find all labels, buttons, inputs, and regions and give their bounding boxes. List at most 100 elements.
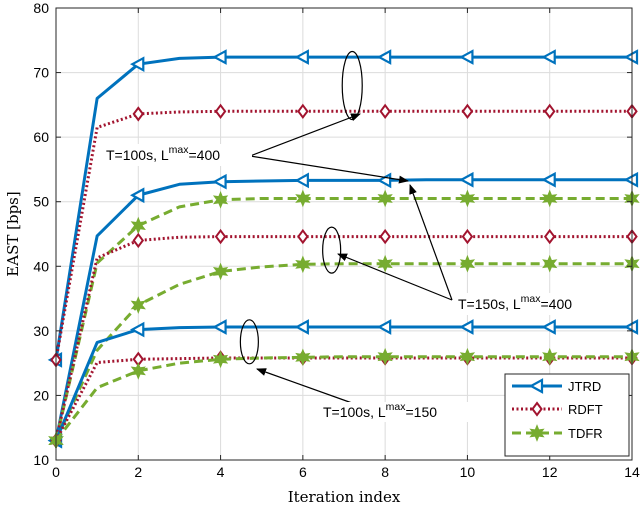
annotation-group-1: T=100s, Lmax=400 xyxy=(104,144,252,166)
group2-tdfr-4-marker xyxy=(212,262,229,281)
y-tick-label: 10 xyxy=(33,452,49,468)
plot-frame xyxy=(55,7,633,461)
legend-marker-rdft xyxy=(531,401,543,417)
group1-jtrd-1-marker xyxy=(376,49,392,65)
group2-tdfr-4-marker xyxy=(542,254,558,273)
legend: JTRD RDFT TDFR xyxy=(504,373,630,457)
group1-jtrd-1-marker xyxy=(459,49,474,65)
group3-tdfr-3-marker xyxy=(130,362,146,380)
annotation-2-text: T=150s, L xyxy=(458,296,521,312)
group2-tdfr-2-line xyxy=(54,196,632,441)
x-tick-label: 0 xyxy=(52,464,60,480)
group2-tdfr-2-marker xyxy=(295,189,311,208)
group3-jtrd-1-marker xyxy=(459,319,474,335)
x-tick-label: 10 xyxy=(460,464,476,480)
group3-tdfr-3-marker xyxy=(377,347,393,366)
x-tick-label: 14 xyxy=(624,464,640,480)
legend-label-rdft: RDFT xyxy=(568,402,603,417)
group3-tdfr-3-marker xyxy=(212,350,229,369)
group1-rdft-2-marker xyxy=(461,103,474,119)
annotation-arrow-3 xyxy=(337,253,453,301)
group2-rdft-3-marker xyxy=(214,228,227,245)
annotation-arrow-5 xyxy=(256,368,353,404)
group2-tdfr-4-line xyxy=(54,262,632,442)
group3-jtrd-1-marker xyxy=(376,319,392,335)
group2-rdft-3-marker xyxy=(461,228,474,245)
group1-jtrd-1-marker xyxy=(541,49,556,65)
group1-jtrd-1-marker xyxy=(212,49,227,65)
y-tick-label: 80 xyxy=(33,0,49,16)
group-ellipse-2 xyxy=(322,226,342,274)
group2-tdfr-2-marker xyxy=(459,189,476,208)
group1-rdft-2-marker xyxy=(379,103,391,119)
group2-tdfr-4-marker xyxy=(459,254,476,273)
annotation-group-2: T=150s, Lmax=400 xyxy=(456,293,606,315)
series-group-1 xyxy=(47,49,639,368)
group2-tdfr-2-marker xyxy=(377,189,393,208)
group3-jtrd-1-marker xyxy=(129,321,145,338)
annotation-arrow-2 xyxy=(249,155,409,184)
group3-tdfr-3-marker xyxy=(459,347,476,366)
legend-label-tdfr: TDFR xyxy=(568,426,603,441)
group2-jtrd-1-marker xyxy=(129,187,145,204)
group2-tdfr-4-marker xyxy=(377,254,393,273)
x-axis-label: Iteration index xyxy=(288,488,401,506)
x-tick-label: 6 xyxy=(299,464,307,480)
group1-jtrd-1-marker xyxy=(129,56,145,73)
group2-jtrd-1-line xyxy=(54,178,632,441)
series-layer xyxy=(47,49,640,450)
ticks: 0 2 4 6 8 10 12 14 10 20 30 40 50 60 70 80 xyxy=(33,0,640,480)
group1-rdft-2-marker xyxy=(297,103,309,119)
group2-rdft-3-marker xyxy=(543,228,556,245)
y-tick-label: 30 xyxy=(33,323,49,339)
group1-jtrd-1-marker xyxy=(294,49,309,65)
group2-jtrd-1-marker xyxy=(459,171,474,188)
group3-tdfr-3-marker xyxy=(542,347,558,366)
annotation-2-tail: =400 xyxy=(541,296,573,312)
svg-text:T=100s, Lmax=150: T=100s, Lmax=150 xyxy=(323,401,437,420)
y-tick-label: 60 xyxy=(33,129,49,145)
y-tick-label: 50 xyxy=(33,194,49,210)
group1-rdft-2-line xyxy=(54,109,632,361)
group3-jtrd-1-marker xyxy=(541,319,556,335)
group1-rdft-2-marker xyxy=(214,103,227,119)
group3-tdfr-3-marker xyxy=(295,348,311,367)
group3-jtrd-1-marker xyxy=(212,319,227,335)
group2-rdft-3-line xyxy=(54,235,632,441)
annotation-1-tail: =400 xyxy=(189,147,221,163)
annotation-1-text: T=100s, L xyxy=(106,147,169,163)
annotation-1-sup: max xyxy=(169,144,190,156)
annotation-arrow-4 xyxy=(409,184,453,301)
group2-rdft-3-marker xyxy=(379,228,391,245)
legend-marker-tdfr xyxy=(529,424,545,442)
legend-label-jtrd: JTRD xyxy=(568,379,601,394)
group2-tdfr-2-marker xyxy=(542,189,558,208)
y-tick-label: 20 xyxy=(33,387,49,403)
legend-samples xyxy=(512,378,562,442)
group1-rdft-2-marker xyxy=(543,103,556,119)
group1-rdft-2-marker xyxy=(132,106,145,122)
group3-jtrd-1-line xyxy=(54,325,632,442)
annotation-arrow-1 xyxy=(249,113,361,157)
annotation-2-sup: max xyxy=(521,293,542,305)
annotation-group-3: T=100s, Lmax=150 xyxy=(322,401,472,422)
x-tick-label: 2 xyxy=(134,464,142,480)
y-axis-label: EAST [bps] xyxy=(4,191,22,276)
annotation-3-tail: =150 xyxy=(406,404,438,420)
x-tick-label: 4 xyxy=(217,464,225,480)
group2-tdfr-4-marker xyxy=(130,296,146,314)
x-tick-label: 8 xyxy=(381,464,389,480)
y-tick-label: 70 xyxy=(33,65,49,81)
x-tick-label: 12 xyxy=(542,464,558,480)
group3-jtrd-1-marker xyxy=(294,319,309,335)
group2-tdfr-4-marker xyxy=(295,255,311,274)
group2-rdft-3-marker xyxy=(132,232,145,249)
annotation-3-text: T=100s, L xyxy=(323,404,386,420)
annotation-arrows xyxy=(249,113,453,404)
y-tick-label: 40 xyxy=(33,258,49,274)
series-group-3 xyxy=(47,319,640,450)
group2-rdft-3-marker xyxy=(297,228,309,245)
group3-tdfr-3-line xyxy=(54,355,632,442)
group-ellipse-3 xyxy=(239,319,259,365)
